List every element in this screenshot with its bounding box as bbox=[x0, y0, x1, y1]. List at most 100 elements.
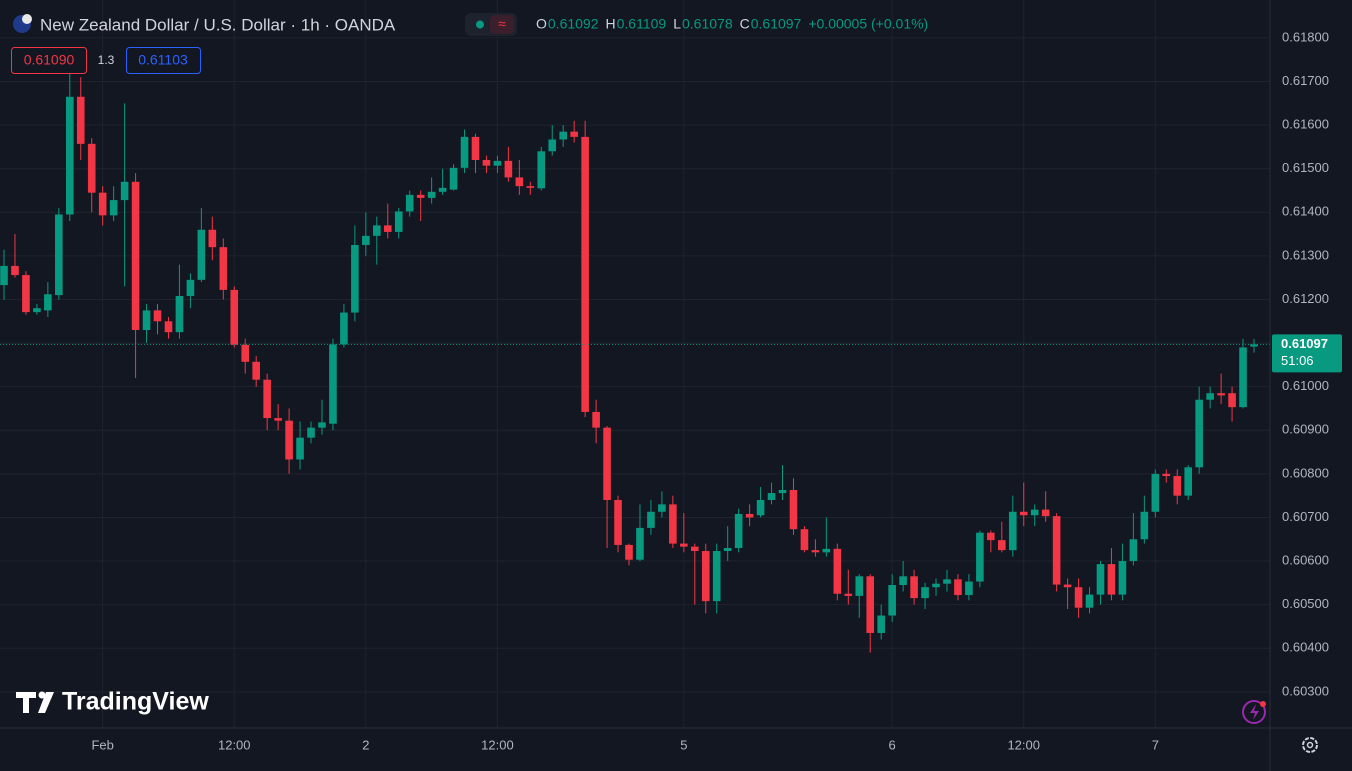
candle-body bbox=[987, 532, 995, 541]
candle-body bbox=[208, 229, 217, 248]
candle-body bbox=[1129, 539, 1138, 562]
y-tick-label: 0.61800 bbox=[1282, 29, 1329, 44]
candle-body bbox=[11, 265, 19, 276]
candle-body bbox=[394, 211, 403, 232]
logo-mark bbox=[16, 692, 36, 713]
ohlc-value: 0.61097 bbox=[751, 16, 802, 32]
y-tick-label: 0.60900 bbox=[1282, 422, 1329, 437]
candle-body bbox=[362, 235, 370, 245]
candle-body bbox=[1030, 509, 1039, 516]
buy-box[interactable] bbox=[126, 47, 201, 74]
candle-body bbox=[164, 321, 173, 333]
x-tick-label: 5 bbox=[680, 737, 687, 752]
candle-body bbox=[910, 576, 918, 599]
candle-body bbox=[1118, 561, 1127, 595]
alert-icon[interactable] bbox=[1242, 700, 1266, 724]
candle-body bbox=[219, 247, 228, 290]
candle-body bbox=[658, 504, 666, 512]
candle-body bbox=[701, 551, 710, 602]
candle-body bbox=[1063, 584, 1072, 588]
y-tick-label: 0.60400 bbox=[1282, 640, 1329, 655]
candle-body bbox=[109, 200, 118, 216]
candle-body bbox=[197, 229, 206, 280]
candle-body bbox=[471, 136, 480, 160]
candle-body bbox=[87, 143, 96, 193]
candle-body bbox=[625, 544, 633, 560]
alert-icon bbox=[1250, 704, 1259, 720]
y-tick-label: 0.61400 bbox=[1282, 204, 1329, 219]
candle-body bbox=[921, 587, 929, 599]
logo-mark bbox=[38, 692, 54, 713]
y-tick-label: 0.60300 bbox=[1282, 683, 1329, 698]
data-delay-badge bbox=[490, 15, 514, 34]
candle-body bbox=[427, 191, 436, 198]
candle-body bbox=[712, 551, 721, 602]
candle-body bbox=[493, 160, 502, 166]
candle-body bbox=[153, 310, 162, 322]
candle-body bbox=[965, 581, 973, 596]
candle-body bbox=[438, 187, 447, 192]
y-tick-label: 0.61600 bbox=[1282, 117, 1329, 132]
y-tick-label: 0.61300 bbox=[1282, 247, 1329, 262]
symbol-header: New Zealand Dollar / U.S. Dollar · 1h · … bbox=[13, 13, 517, 36]
candle-body bbox=[998, 540, 1006, 551]
candle-body bbox=[756, 500, 765, 516]
candle-body bbox=[690, 546, 699, 552]
brand-logo: TradingView bbox=[16, 688, 209, 716]
candle-body bbox=[33, 308, 41, 313]
candle-body bbox=[449, 167, 458, 190]
ohlc-legend: O 0.61092 H 0.61109 L 0.61078 C 0.61097 +0.00005… bbox=[536, 16, 928, 32]
y-tick-label: 0.60700 bbox=[1282, 509, 1329, 524]
ohlc-value: 0.61078 bbox=[682, 16, 733, 32]
candle-body bbox=[844, 593, 853, 596]
ohlc-value: 0.61109 bbox=[617, 16, 667, 32]
candle-body bbox=[329, 344, 337, 424]
candle-body bbox=[1239, 347, 1247, 408]
ask-price: 0.61103 bbox=[138, 52, 188, 68]
candle-body bbox=[976, 532, 984, 582]
candle-body bbox=[789, 489, 798, 530]
candle-body bbox=[877, 615, 885, 633]
candle-body bbox=[811, 550, 820, 553]
candle-body bbox=[120, 181, 129, 201]
candles bbox=[0, 72, 1270, 653]
candle-body bbox=[263, 379, 271, 419]
y-tick-label: 0.60800 bbox=[1282, 465, 1329, 480]
y-tick-label: 0.61700 bbox=[1282, 73, 1329, 88]
candle-body bbox=[1184, 467, 1193, 496]
candle-body bbox=[1085, 594, 1094, 608]
candle-body bbox=[636, 527, 644, 560]
data-delay-icon: ≈ bbox=[498, 16, 506, 32]
candle-body bbox=[822, 548, 831, 553]
market-open-dot bbox=[476, 20, 484, 29]
candle-body bbox=[767, 493, 776, 501]
candle-body bbox=[131, 181, 140, 330]
candle-body bbox=[1173, 476, 1182, 496]
y-tick-label: 0.61000 bbox=[1282, 378, 1329, 393]
candle-body bbox=[1074, 587, 1083, 608]
logo-mark bbox=[38, 691, 46, 699]
countdown-label: 51:06 bbox=[1281, 353, 1314, 368]
y-tick-label: 0.60500 bbox=[1282, 596, 1329, 611]
candle-body bbox=[1019, 511, 1028, 516]
settings-icon[interactable] bbox=[1302, 737, 1318, 753]
candle-body bbox=[1228, 393, 1236, 408]
candle-body bbox=[65, 96, 74, 215]
y-tick-label: 0.60600 bbox=[1282, 552, 1329, 567]
settings-icon bbox=[1306, 741, 1314, 749]
candle-body bbox=[833, 548, 842, 594]
candle-body bbox=[296, 437, 304, 460]
candle-body bbox=[943, 579, 951, 584]
candle-body bbox=[932, 583, 940, 588]
candle-body bbox=[778, 489, 787, 494]
candle-body bbox=[526, 186, 535, 188]
candle-body bbox=[899, 576, 907, 586]
candle-body bbox=[285, 420, 293, 460]
candle-body bbox=[351, 244, 359, 313]
x-tick-label: 12:00 bbox=[1007, 737, 1040, 752]
candle-body bbox=[252, 361, 260, 380]
sell-box[interactable] bbox=[11, 47, 87, 74]
candle-body bbox=[734, 513, 743, 548]
candle-body bbox=[1008, 511, 1017, 551]
candle-body bbox=[515, 177, 524, 187]
